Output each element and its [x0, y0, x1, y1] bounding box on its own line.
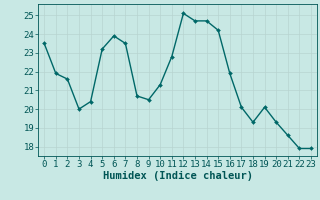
X-axis label: Humidex (Indice chaleur): Humidex (Indice chaleur)	[103, 171, 252, 181]
